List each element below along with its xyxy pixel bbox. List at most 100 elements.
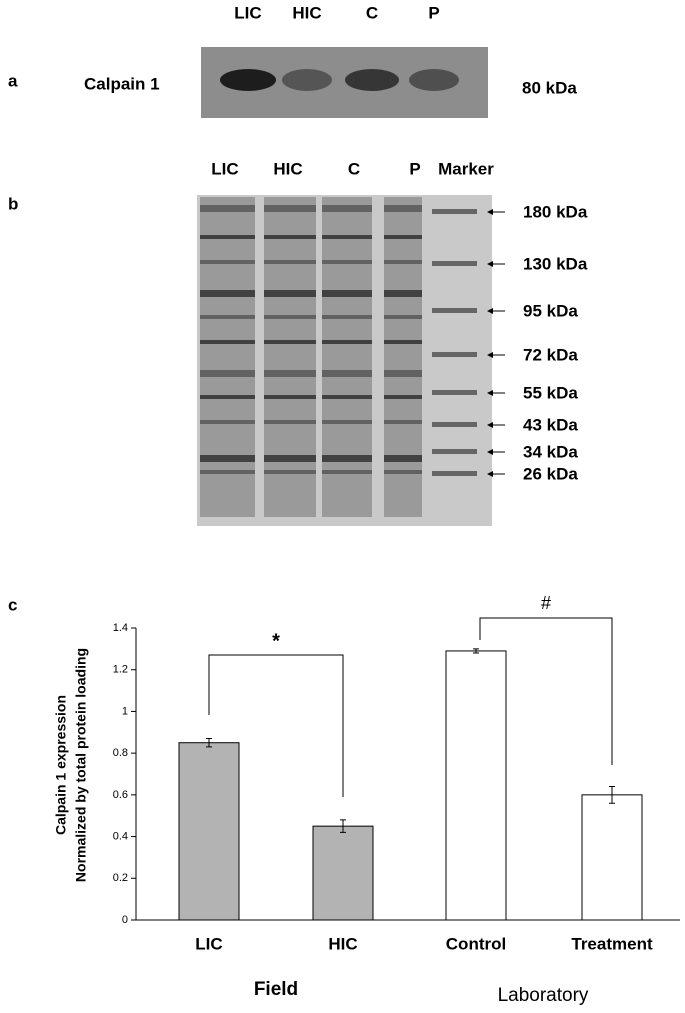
gel-band <box>264 260 316 264</box>
arrow-head <box>487 422 493 428</box>
gel-band <box>200 470 255 474</box>
error-bar <box>473 648 479 654</box>
error-bar <box>340 819 346 833</box>
gel-band <box>264 420 316 424</box>
marker-label: 43 kDa <box>523 415 578 434</box>
bar <box>581 794 643 921</box>
marker-band <box>432 449 477 454</box>
gel-band <box>384 235 422 239</box>
arrow-head <box>487 209 493 215</box>
arrow-head <box>487 352 493 358</box>
lane-label: C <box>366 3 378 22</box>
marker-band <box>432 390 477 395</box>
gel-band <box>384 370 422 377</box>
x-tick-label: Treatment <box>571 934 653 953</box>
lane-label: C <box>348 159 360 178</box>
gel-band <box>322 395 372 399</box>
arrow-head <box>487 390 493 396</box>
lane-label: HIC <box>273 159 302 178</box>
lane-label: LIC <box>234 3 261 22</box>
gel-band <box>322 315 372 319</box>
size-label: 80 kDa <box>522 78 577 97</box>
y-tick-label: 1.4 <box>113 622 128 634</box>
panel-label: a <box>8 71 18 90</box>
gel-band <box>322 420 372 424</box>
gel-band <box>200 205 255 212</box>
gel-band <box>384 455 422 462</box>
bracket <box>479 617 613 765</box>
gel-band <box>322 235 372 239</box>
y-tick-label: 0.2 <box>113 872 128 884</box>
gel-band <box>264 470 316 474</box>
gel-lane <box>384 197 422 517</box>
gel-band <box>200 455 255 462</box>
lane-label: LIC <box>211 159 238 178</box>
panel-label: b <box>8 194 18 213</box>
x-tick-label: LIC <box>195 934 222 953</box>
gel-band <box>264 370 316 377</box>
panel-label: c <box>8 595 17 614</box>
y-tick-label: 1 <box>122 705 128 717</box>
gel-band <box>200 235 255 239</box>
gel-band <box>384 470 422 474</box>
marker-band <box>432 261 477 266</box>
bar <box>178 742 240 921</box>
y-tick-label: 0.4 <box>113 830 128 842</box>
gel-band <box>384 395 422 399</box>
lane-label: Marker <box>438 159 494 178</box>
gel-band <box>384 290 422 297</box>
marker-band <box>432 471 477 476</box>
arrow-head <box>487 261 493 267</box>
x-tick-label: HIC <box>328 934 357 953</box>
group-label: Field <box>254 979 298 1000</box>
gel-band <box>384 260 422 264</box>
annotation: * <box>272 630 280 652</box>
gel-band <box>264 340 316 344</box>
marker-label: 34 kDa <box>523 442 578 461</box>
blot-band <box>409 69 459 91</box>
marker-band <box>432 209 477 214</box>
marker-band <box>432 352 477 357</box>
marker-label: 55 kDa <box>523 383 578 402</box>
lane-label: P <box>409 159 420 178</box>
lane-label: HIC <box>292 3 321 22</box>
gel-band <box>322 370 372 377</box>
marker-label: 95 kDa <box>523 301 578 320</box>
y-label: Calpain 1 expression Normalized by total… <box>53 648 89 882</box>
gel-band <box>200 370 255 377</box>
gel-band <box>200 340 255 344</box>
gel-band <box>384 340 422 344</box>
marker-label: 130 kDa <box>523 254 588 273</box>
gel-band <box>264 315 316 319</box>
group-label: Laboratory <box>498 985 589 1006</box>
marker-label: 26 kDa <box>523 464 578 483</box>
error-bar <box>206 738 212 748</box>
gel-band <box>322 455 372 462</box>
gel-band <box>322 340 372 344</box>
gel-band <box>200 290 255 297</box>
gel-band <box>264 235 316 239</box>
y-label-line: Calpain 1 expression <box>53 695 69 835</box>
gel-band <box>264 395 316 399</box>
arrow-head <box>487 471 493 477</box>
gel-band <box>384 205 422 212</box>
bar <box>445 650 507 921</box>
y-tick-label: 0.6 <box>113 789 128 801</box>
gel-band <box>200 260 255 264</box>
protein-label: Calpain 1 <box>84 74 160 93</box>
lane-label: P <box>428 3 439 22</box>
marker-band <box>432 308 477 313</box>
gel-band <box>322 290 372 297</box>
marker-band <box>432 422 477 427</box>
y-label-line: Normalized by total protein loading <box>73 648 89 882</box>
gel-band <box>322 205 372 212</box>
gel-band <box>264 290 316 297</box>
y-tick-label: 0 <box>122 914 128 926</box>
blot-band <box>220 69 276 91</box>
gel-band <box>322 470 372 474</box>
gel-band <box>264 205 316 212</box>
gel-lane <box>264 197 316 517</box>
marker-label: 180 kDa <box>523 202 588 221</box>
x-tick-label: Control <box>446 934 506 953</box>
gel-band <box>322 260 372 264</box>
